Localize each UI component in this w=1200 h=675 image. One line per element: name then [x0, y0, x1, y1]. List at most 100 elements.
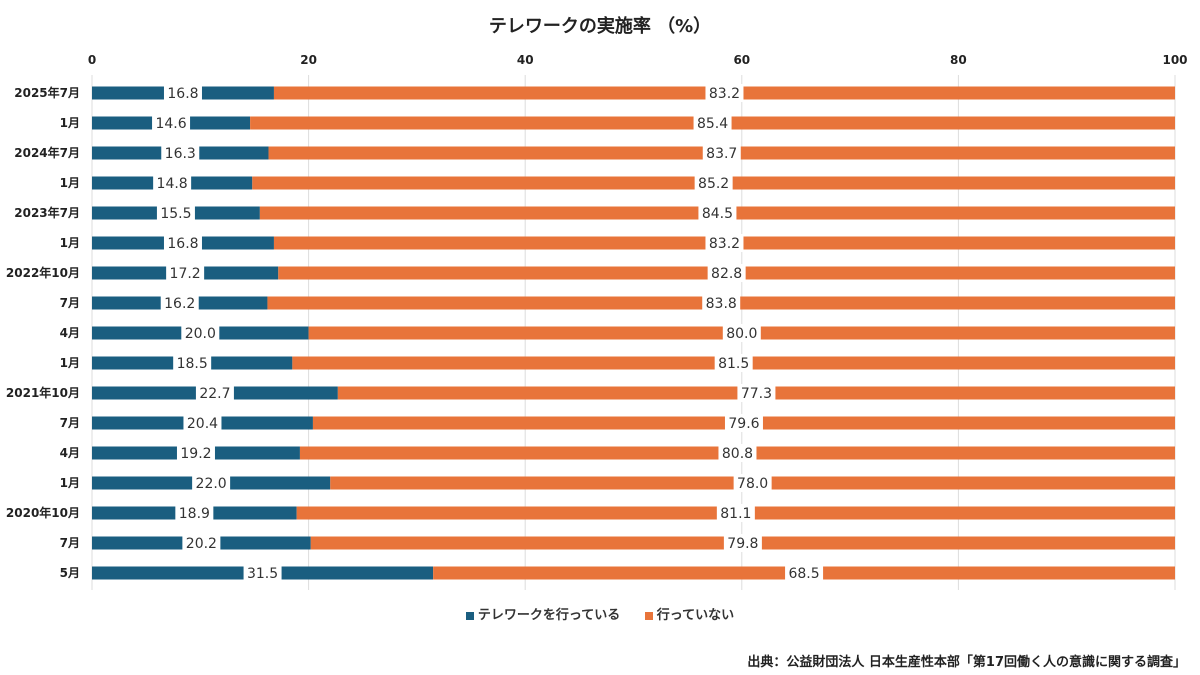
data-label: 83.2 [709, 86, 740, 102]
y-tick-label: 7月 [60, 536, 80, 550]
bar-chart: 0 20 40 60 80 100 2025年7月 16.8 83.2 1月 14.6 85.4 202… [6, 53, 1188, 590]
legend-label: 行っていない [656, 608, 735, 623]
y-tick-label: 2024年7月 [14, 145, 80, 160]
y-tick-label: 2025年7月 [14, 85, 80, 100]
data-label-background [166, 264, 205, 282]
data-label-background [161, 144, 200, 162]
data-label-background [694, 174, 733, 192]
data-label-background [152, 114, 191, 132]
x-tick-label: 20 [300, 53, 317, 67]
data-label: 18.5 [177, 356, 208, 372]
data-label-background [698, 204, 737, 222]
x-tick-label: 100 [1162, 53, 1187, 67]
y-tick-label: 2022年10月 [6, 265, 80, 280]
data-label: 17.2 [170, 266, 201, 282]
data-label: 81.5 [718, 356, 749, 372]
data-label-background [702, 144, 741, 162]
data-label: 79.8 [727, 536, 758, 552]
data-label-background [192, 474, 231, 492]
data-label-background [153, 174, 192, 192]
data-label-background [173, 354, 212, 372]
legend: テレワークを行っている 行っていない [0, 604, 1200, 623]
data-label: 81.1 [720, 506, 751, 522]
data-label: 19.2 [180, 446, 211, 462]
data-label: 20.0 [185, 326, 216, 342]
data-label: 77.3 [741, 386, 772, 402]
data-label-background [181, 324, 220, 342]
data-label: 78.0 [737, 476, 768, 492]
data-label: 85.2 [698, 176, 729, 192]
y-tick-label: 7月 [60, 416, 80, 430]
data-label: 80.0 [726, 326, 757, 342]
data-label: 82.8 [711, 266, 742, 282]
data-label-background [722, 324, 761, 342]
data-label: 85.4 [697, 116, 728, 132]
x-tick-label: 0 [88, 53, 96, 67]
y-tick-label: 2021年10月 [6, 385, 80, 400]
y-tick-label: 2023年7月 [14, 205, 80, 220]
data-label: 14.6 [155, 116, 186, 132]
data-label-background [723, 534, 762, 552]
data-label: 20.4 [187, 416, 218, 432]
data-label: 15.5 [160, 206, 191, 222]
data-label-background [785, 564, 824, 582]
y-tick-label: 1月 [60, 236, 80, 250]
data-label: 22.0 [196, 476, 227, 492]
y-tick-label: 1月 [60, 176, 80, 190]
data-label-background [702, 294, 741, 312]
data-label: 83.7 [706, 146, 737, 162]
y-tick-label: 2020年10月 [6, 505, 80, 520]
data-label: 16.8 [167, 236, 198, 252]
data-label: 16.8 [167, 86, 198, 102]
data-label-background [195, 384, 234, 402]
data-label: 31.5 [247, 566, 278, 582]
source-note: 出典：公益財団法人 日本生産性本部「第17回働く人の意識に関する調査」 [747, 655, 1186, 670]
data-label-background [163, 234, 202, 252]
data-label: 83.2 [709, 236, 740, 252]
x-tick-label: 40 [517, 53, 534, 67]
data-label: 79.6 [728, 416, 759, 432]
legend-item-not-telework: 行っていない [644, 604, 735, 623]
y-tick-label: 4月 [60, 326, 80, 340]
data-label: 14.8 [157, 176, 188, 192]
data-label-background [176, 444, 215, 462]
x-tick-label: 80 [950, 53, 967, 67]
data-label-background [714, 354, 753, 372]
data-label-background [160, 294, 199, 312]
data-label-background [183, 414, 222, 432]
legend-swatch [644, 611, 653, 620]
legend-swatch [465, 611, 474, 620]
data-label-background [693, 114, 732, 132]
y-tick-label: 5月 [60, 566, 80, 580]
data-label: 16.2 [164, 296, 195, 312]
data-label-background [182, 534, 221, 552]
data-label-background [724, 414, 763, 432]
data-label-background [707, 264, 746, 282]
data-label-background [705, 234, 744, 252]
legend-item-telework: テレワークを行っている [465, 604, 621, 623]
data-label: 80.8 [722, 446, 753, 462]
y-tick-label: 4月 [60, 446, 80, 460]
data-label-background [718, 444, 757, 462]
chart-title: テレワークの実施率 （%） [488, 16, 712, 37]
data-label: 83.8 [706, 296, 737, 312]
data-label-background [175, 504, 214, 522]
data-label: 18.9 [179, 506, 210, 522]
data-label: 84.5 [702, 206, 733, 222]
data-label: 20.2 [186, 536, 217, 552]
y-tick-label: 1月 [60, 476, 80, 490]
data-label: 68.5 [788, 566, 819, 582]
data-label-background [163, 84, 202, 102]
data-label: 22.7 [199, 386, 230, 402]
x-tick-label: 60 [733, 53, 750, 67]
data-label-background [243, 564, 282, 582]
y-tick-label: 7月 [60, 296, 80, 310]
y-tick-label: 1月 [60, 116, 80, 130]
data-label-background [716, 504, 755, 522]
data-label-background [737, 384, 776, 402]
data-label: 16.3 [165, 146, 196, 162]
data-label-background [705, 84, 744, 102]
legend-label: テレワークを行っている [477, 608, 621, 623]
y-tick-label: 1月 [60, 356, 80, 370]
